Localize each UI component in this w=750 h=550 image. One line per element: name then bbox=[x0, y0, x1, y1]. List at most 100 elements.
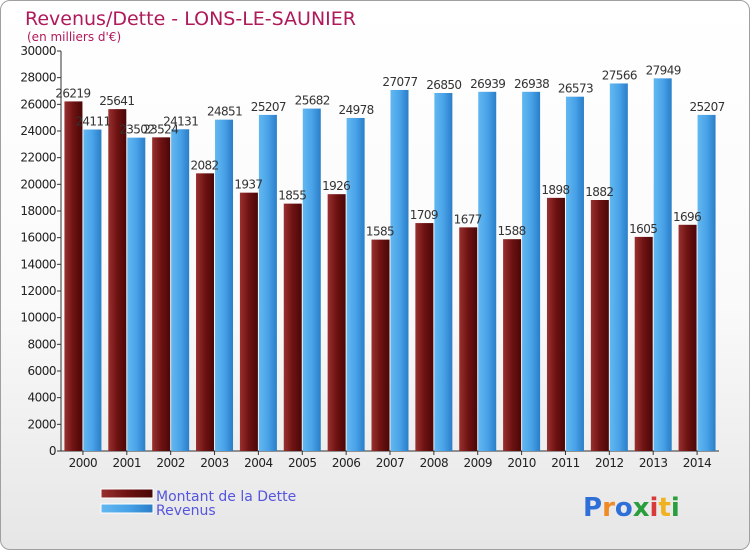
x-tick-label: 2009 bbox=[463, 456, 492, 470]
bar-revenus bbox=[522, 91, 541, 452]
data-label-revenus: 26938 bbox=[514, 77, 549, 91]
x-tick-label: 2007 bbox=[376, 456, 405, 470]
bar-debt bbox=[503, 239, 522, 451]
y-tick-label: 24000 bbox=[20, 124, 56, 138]
bar-revenus bbox=[434, 93, 453, 451]
data-label-debt: 1882 bbox=[585, 185, 613, 199]
legend-label-debt: Montant de la Dette bbox=[156, 489, 296, 505]
bar-debt bbox=[590, 200, 609, 451]
data-label-debt: 26219 bbox=[55, 86, 90, 100]
data-label-debt: 1588 bbox=[498, 224, 526, 238]
x-tick-label: 2004 bbox=[244, 456, 273, 470]
x-tick-label: 2003 bbox=[200, 456, 229, 470]
x-tick-label: 2005 bbox=[288, 456, 317, 470]
data-label-debt: 1605 bbox=[629, 222, 657, 236]
logo-letter: o bbox=[615, 493, 633, 523]
bar-revenus bbox=[653, 78, 672, 451]
x-tick-label: 2012 bbox=[595, 456, 624, 470]
logo-letter: x bbox=[633, 493, 650, 523]
bar-revenus bbox=[697, 114, 716, 451]
data-label-revenus: 24131 bbox=[163, 114, 198, 128]
bar-revenus bbox=[346, 117, 365, 452]
legend-swatch-revenus bbox=[100, 503, 154, 514]
data-label-debt: 1855 bbox=[278, 189, 306, 203]
y-tick-label: 4000 bbox=[27, 391, 56, 405]
y-tick-label: 30000 bbox=[20, 44, 56, 58]
proxiti-wordmark: Proxiti bbox=[583, 493, 680, 523]
y-tick-label: 6000 bbox=[27, 364, 56, 378]
logo-letter: P bbox=[583, 493, 602, 523]
x-tick-label: 2014 bbox=[683, 456, 712, 470]
bar-revenus bbox=[478, 91, 497, 452]
data-label-debt: 1696 bbox=[673, 210, 701, 224]
x-tick-label: 2008 bbox=[420, 456, 449, 470]
bar-debt bbox=[152, 137, 171, 451]
y-tick-label: 20000 bbox=[20, 177, 56, 191]
bar-revenus bbox=[127, 137, 146, 451]
y-tick-label: 12000 bbox=[20, 284, 56, 298]
legend-swatch-debt bbox=[100, 488, 154, 499]
data-label-debt: 1898 bbox=[541, 183, 569, 197]
bar-debt bbox=[415, 223, 434, 451]
data-label-revenus: 24111 bbox=[75, 115, 110, 129]
data-label-revenus: 24978 bbox=[339, 103, 374, 117]
logo-letter: r bbox=[602, 493, 615, 523]
logo-letter: i bbox=[650, 493, 659, 523]
bar-revenus bbox=[83, 129, 102, 451]
data-label-debt: 1926 bbox=[322, 179, 350, 193]
data-label-debt: 1677 bbox=[454, 212, 482, 226]
data-label-revenus: 25207 bbox=[689, 100, 724, 114]
data-label-revenus: 26573 bbox=[558, 82, 593, 96]
proxiti-logo: Proxiti bbox=[583, 493, 680, 523]
data-label-debt: 25641 bbox=[99, 94, 134, 108]
y-tick-label: 2000 bbox=[27, 417, 56, 431]
data-label-revenus: 27949 bbox=[646, 63, 681, 77]
bar-debt bbox=[283, 203, 302, 451]
bar-debt bbox=[64, 101, 83, 451]
y-tick-label: 8000 bbox=[27, 337, 56, 351]
x-tick-label: 2011 bbox=[551, 456, 580, 470]
x-tick-label: 2010 bbox=[507, 456, 536, 470]
x-tick-label: 2001 bbox=[113, 456, 142, 470]
bar-revenus bbox=[609, 83, 628, 451]
legend: Montant de la Dette Revenus bbox=[100, 488, 296, 519]
data-label-debt: 1937 bbox=[234, 178, 262, 192]
bars bbox=[64, 78, 716, 452]
legend-label-revenus: Revenus bbox=[156, 503, 216, 519]
data-label-revenus: 26850 bbox=[426, 78, 461, 92]
logo-letter: i bbox=[671, 493, 680, 523]
data-label-debt: 2082 bbox=[190, 158, 218, 172]
logo-letter: t bbox=[658, 493, 670, 523]
data-label-revenus: 25207 bbox=[251, 100, 286, 114]
data-labels: 26219 25641 23524 2082 1937 1855 1926 1585 1709 1… bbox=[55, 63, 725, 239]
axes: 0 2000 4000 6000 8000 10000 12000 14000 16000 180… bbox=[20, 44, 719, 470]
data-label-revenus: 23502 bbox=[119, 123, 154, 137]
chart-title: Revenus/Dette - LONS-LE-SAUNIER bbox=[25, 8, 356, 30]
y-tick-label: 28000 bbox=[20, 71, 56, 85]
bar-debt bbox=[327, 194, 346, 451]
data-label-revenus: 25682 bbox=[295, 94, 330, 108]
bar-debt bbox=[459, 227, 478, 451]
bar-revenus bbox=[258, 114, 277, 451]
bar-revenus bbox=[215, 119, 234, 452]
bar-revenus bbox=[171, 129, 190, 451]
y-tick-label: 18000 bbox=[20, 204, 56, 218]
x-tick-label: 2006 bbox=[332, 456, 361, 470]
x-tick-label: 2013 bbox=[639, 456, 668, 470]
bar-debt bbox=[546, 197, 565, 451]
y-tick-label: 14000 bbox=[20, 257, 56, 271]
y-tick-label: 26000 bbox=[20, 97, 56, 111]
bar-revenus bbox=[390, 89, 409, 452]
data-label-revenus: 27077 bbox=[382, 75, 417, 89]
y-tick-label: 16000 bbox=[20, 231, 56, 245]
bar-debt bbox=[678, 224, 697, 451]
x-tick-label: 2002 bbox=[156, 456, 185, 470]
data-label-revenus: 26939 bbox=[470, 77, 505, 91]
x-tick-label: 2000 bbox=[69, 456, 98, 470]
bar-revenus bbox=[565, 96, 584, 452]
chart-subtitle: (en milliers d'€) bbox=[27, 30, 121, 44]
data-label-debt: 1585 bbox=[366, 225, 394, 239]
y-tick-label: 10000 bbox=[20, 311, 56, 325]
